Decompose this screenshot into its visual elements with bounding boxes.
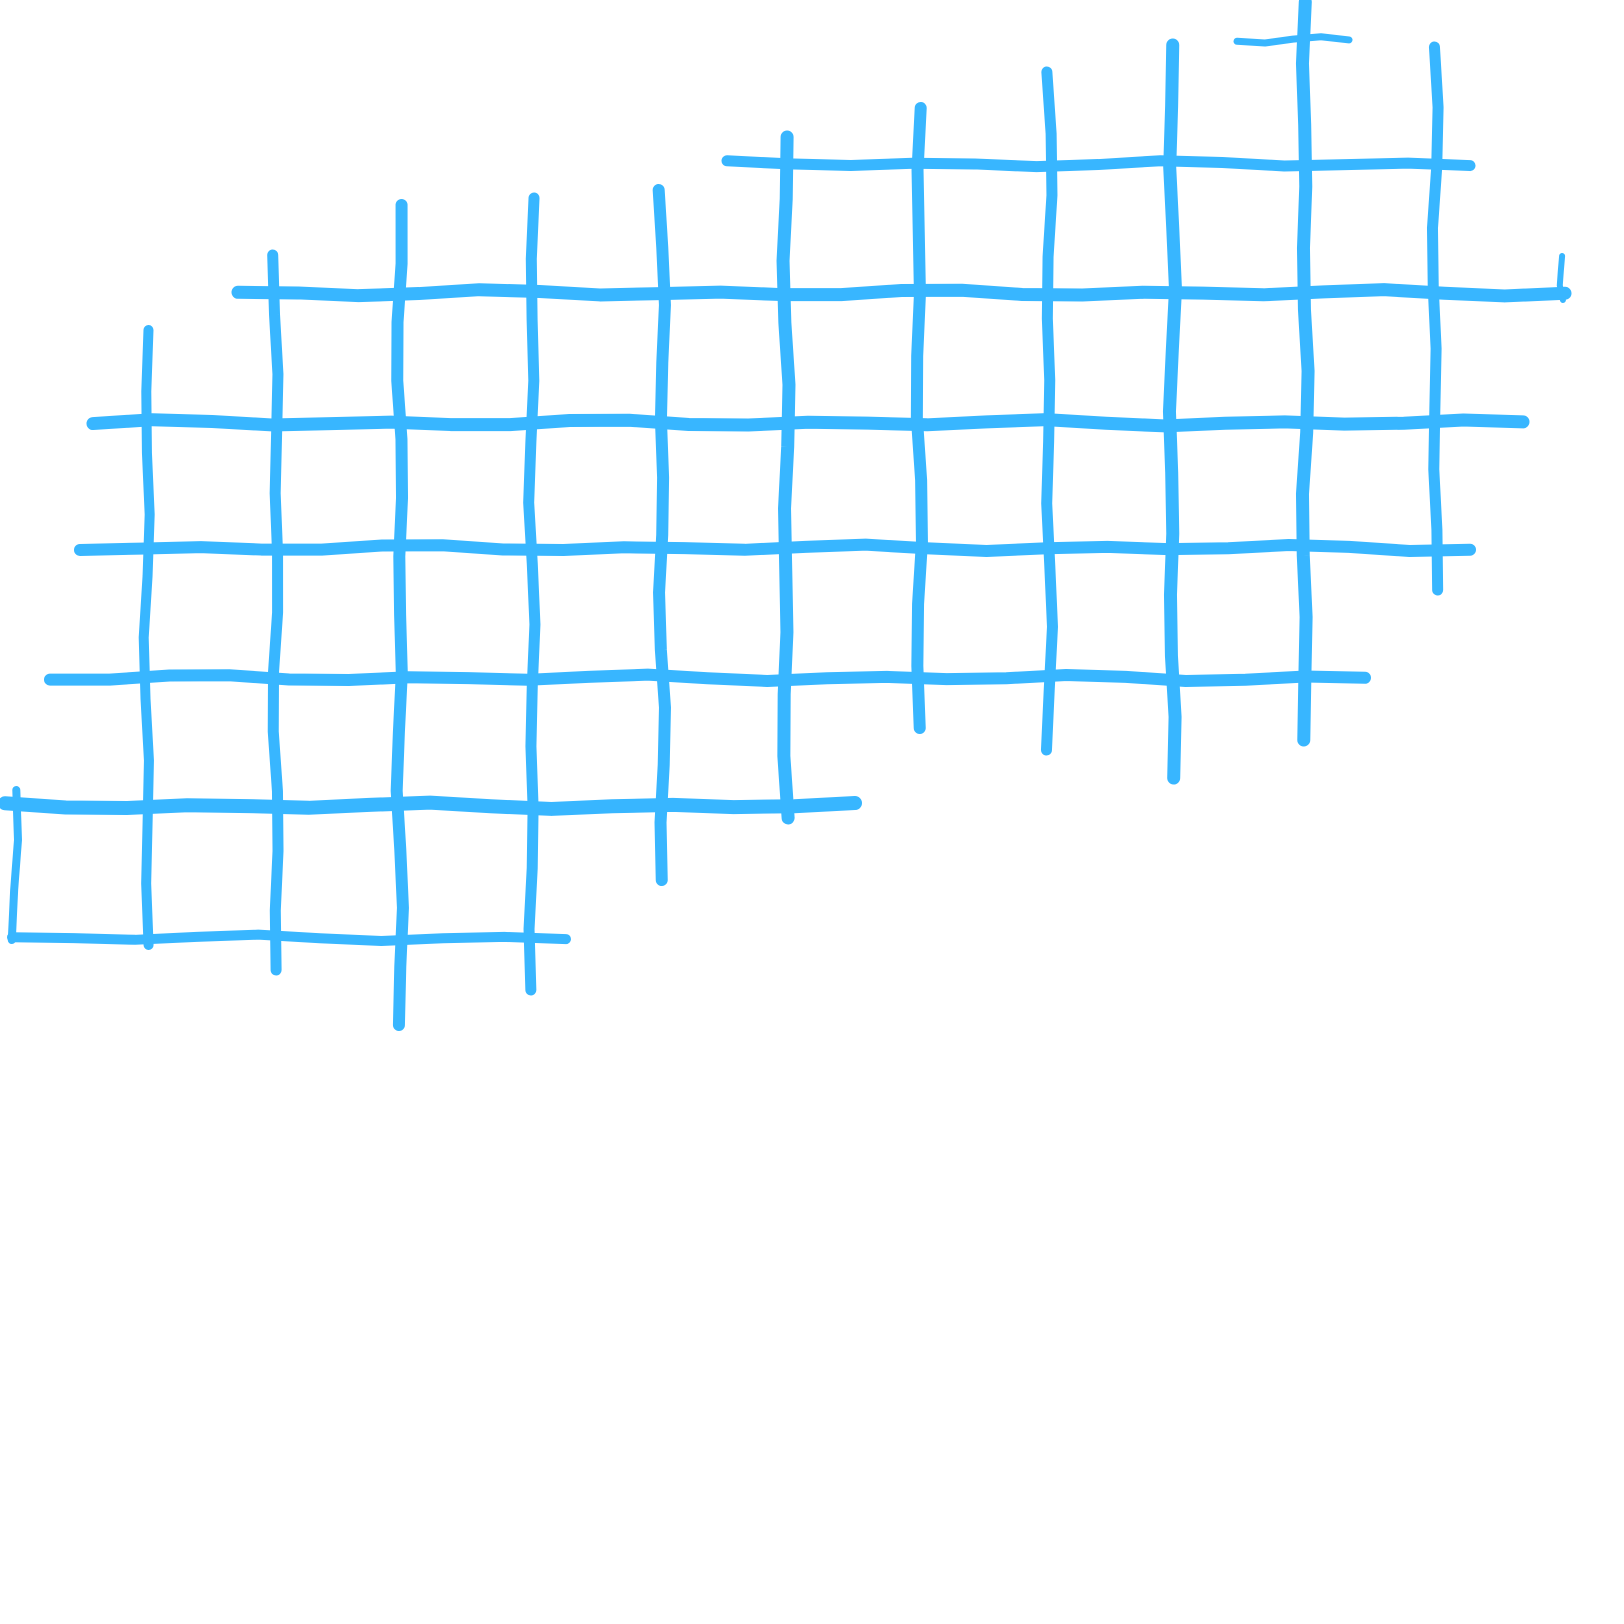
grid-vertical-line [1295, 0, 1315, 747]
grid-vertical-line [1556, 253, 1566, 303]
grid-horizontal-line [7, 929, 571, 946]
grid-vertical-line [776, 130, 796, 825]
grid-vertical-line [1426, 41, 1444, 596]
grid-vertical-line [523, 192, 541, 996]
grid-horizontal-line [1233, 33, 1353, 47]
grid-horizontal-line [231, 283, 1572, 303]
grid-horizontal-line [86, 413, 1530, 433]
grid-vertical-line [1040, 66, 1058, 756]
grid-vertical-line [1162, 38, 1182, 785]
grid-vertical-line [910, 102, 928, 734]
grid-horizontal-line [0, 795, 862, 816]
grid-vertical-line [267, 249, 284, 976]
grid-vertical-line [652, 184, 671, 886]
grid-vertical-line [138, 325, 155, 950]
grid-vertical-line [390, 199, 409, 1031]
grid-horizontal-line [721, 155, 1476, 173]
grid-vertical-line [7, 786, 22, 944]
grid-lines [0, 0, 1572, 1031]
grid-horizontal-line [74, 538, 1476, 557]
